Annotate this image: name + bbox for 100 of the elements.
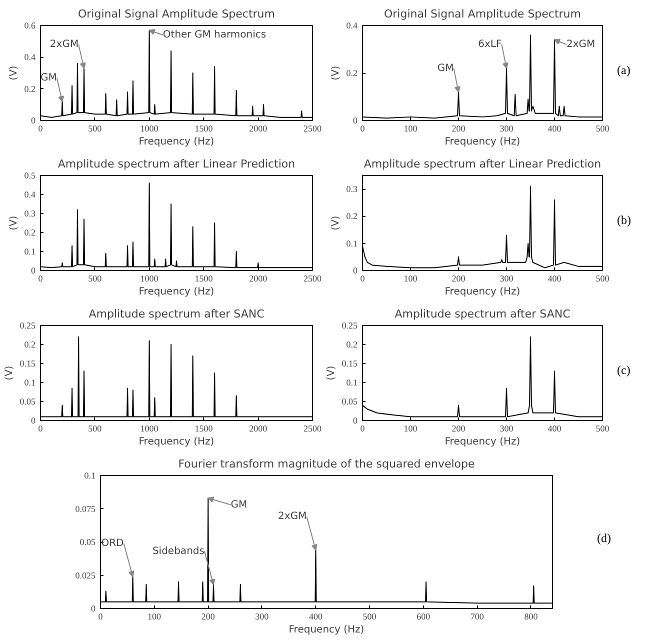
y-tick-label: 0.25 [342,320,358,330]
annotation: 2xGM [566,39,596,50]
chart-title: Fourier transform magnitude of the squared envelope [178,458,476,470]
x-tick-label: 1000 [140,124,159,134]
y-tick-label: 0 [31,266,36,276]
y-tick-label: 0.1 [24,378,36,388]
x-tick-label: 800 [524,612,538,622]
x-axis-title: Frequency (Hz) [138,136,214,148]
x-tick-label: 0 [98,612,104,622]
text: (b) [617,212,631,229]
x-tick-label: 200 [452,274,466,284]
y-tick-label: 0.5 [24,170,36,180]
chart-title: Original Signal Amplitude Spectrum [384,8,581,20]
y-tick-label: 0.1 [84,470,96,480]
x-tick-label: 500 [88,124,102,134]
x-tick-label: 0 [38,274,44,284]
y-tick-label: 0.05 [80,537,96,547]
x-tick-label: 200 [201,612,216,622]
annotation: 6xLF [478,39,502,50]
x-tick-label: 300 [500,124,514,134]
y-tick-label: 0.2 [346,68,358,78]
y-axis-title: (V) [4,366,15,380]
x-tick-label: 100 [404,124,418,134]
x-tick-label: 500 [88,274,102,284]
x-tick-label: 1500 [194,274,214,284]
x-tick-label: 500 [596,424,610,434]
x-tick-label: 2000 [249,274,268,284]
x-axis-title: Frequency (Hz) [288,624,364,636]
y-tick-label: 0 [353,416,358,426]
x-tick-label: 500 [88,424,102,434]
x-axis-title: Frequency (Hz) [444,436,520,448]
y-axis-title: (V) [326,366,337,380]
y-tick-label: 0.15 [20,358,36,368]
x-tick-label: 0 [360,424,366,434]
x-tick-label: 100 [404,424,418,434]
x-tick-label: 400 [548,124,562,134]
y-tick-label: 0.2 [24,84,36,94]
x-tick-label: 100 [148,612,162,622]
y-tick-label: 0.2 [346,211,358,222]
y-tick-label: 0.2 [24,228,36,238]
y-tick-label: 0.4 [24,190,36,200]
y-tick-label: 0.1 [346,238,358,248]
text: (c) [617,362,630,379]
y-tick-label: 0.025 [75,570,96,580]
x-tick-label: 0 [38,124,44,134]
y-tick-label: 0.3 [24,208,36,218]
x-tick-label: 500 [362,612,377,622]
y-tick-label: 0 [31,416,36,426]
x-tick-label: 2000 [249,124,268,134]
y-axis-title: (V) [8,216,20,230]
x-tick-label: 400 [548,424,562,434]
y-axis-title: (V) [330,216,342,230]
y-tick-label: 0.4 [24,52,36,62]
x-tick-label: 500 [596,124,610,134]
chart-title: Amplitude spectrum after Linear Prediction [58,158,296,170]
annotation: GM [437,62,454,74]
text: (a) [617,62,630,79]
y-tick-label: 0.15 [342,358,358,368]
x-tick-label: 500 [596,274,610,284]
y-tick-label: 0.2 [346,340,358,350]
annotation: Other GM harmonics [162,30,266,40]
chart-title: Amplitude spectrum after Linear Prediction [364,158,602,170]
x-tick-label: 2000 [249,424,268,434]
x-tick-label: 0 [360,274,366,284]
chart-title: Amplitude spectrum after SANC [88,308,265,320]
x-tick-label: 100 [404,274,418,284]
x-tick-label: 400 [308,612,323,622]
annotation: GM [40,72,57,84]
x-tick-label: 0 [360,124,366,134]
y-tick-label: 0 [31,116,36,126]
x-tick-label: 200 [452,124,466,134]
x-tick-label: 300 [500,274,514,284]
x-tick-label: 200 [452,424,466,434]
x-tick-label: 2500 [304,424,322,434]
y-axis-title: (V) [330,66,342,80]
y-tick-label: 0.075 [75,504,96,514]
x-axis-title: Frequency (Hz) [444,286,520,298]
y-tick-label: 0.4 [346,20,358,30]
annotation: GM [230,499,248,510]
y-tick-label: 0 [91,604,96,614]
y-tick-label: 0.6 [24,20,36,30]
x-axis-title: Frequency (Hz) [138,286,214,298]
x-tick-label: 400 [548,274,562,284]
x-tick-label: 0 [38,424,44,434]
text: (d) [597,530,611,547]
y-tick-label: 0.25 [20,320,36,330]
x-tick-label: 2500 [304,274,322,284]
y-tick-label: 0.05 [342,396,358,406]
x-axis-title: Frequency (Hz) [444,136,520,148]
x-axis-title: Frequency (Hz) [138,436,214,448]
x-tick-label: 1000 [140,424,159,434]
y-tick-label: 0 [353,116,358,126]
x-tick-label: 300 [500,424,514,434]
annotation: Sidebands [152,546,204,557]
annotation: ORD [101,538,124,549]
chart-title: Original Signal Amplitude Spectrum [78,8,275,20]
y-tick-label: 0.3 [346,184,358,194]
x-tick-label: 2500 [304,124,322,134]
x-tick-label: 600 [416,612,431,622]
x-tick-label: 1000 [140,274,159,284]
